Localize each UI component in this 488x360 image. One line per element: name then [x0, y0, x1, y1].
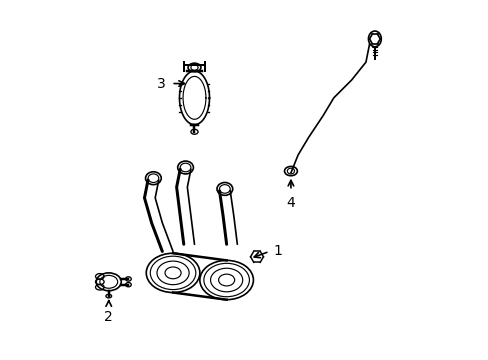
Text: 3: 3	[157, 77, 165, 91]
Text: 1: 1	[272, 244, 282, 258]
Text: 4: 4	[286, 196, 295, 210]
Text: 2: 2	[104, 310, 113, 324]
